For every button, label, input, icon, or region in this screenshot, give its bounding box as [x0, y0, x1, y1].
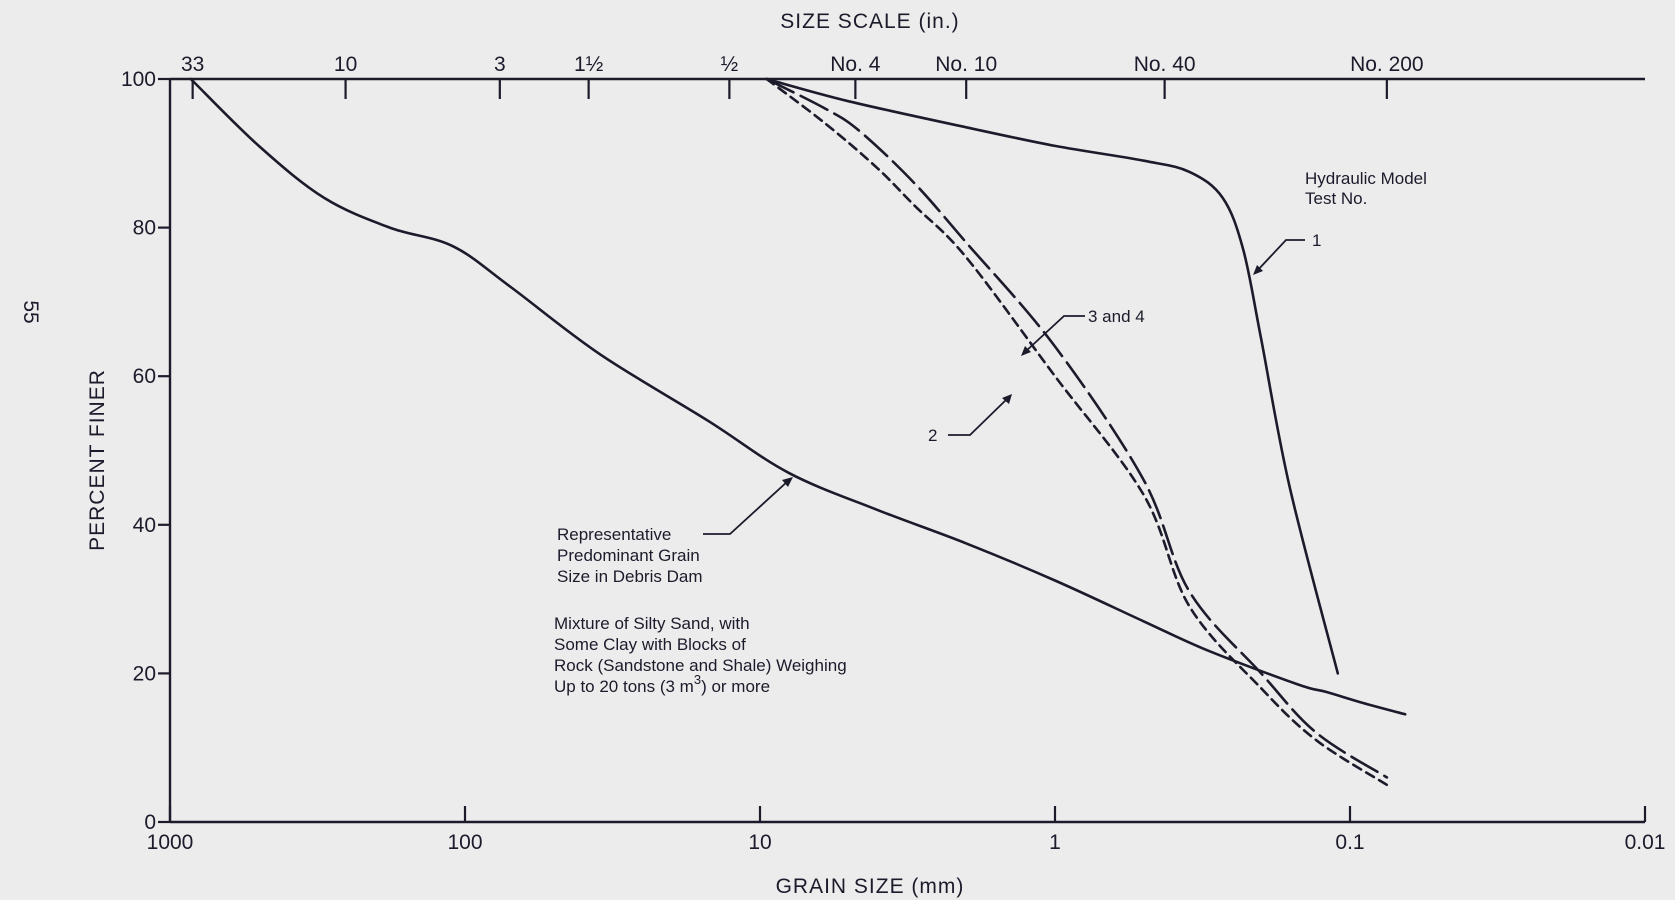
top-tick-label-8: No. 200 — [1350, 53, 1424, 76]
y-axis-title: PERCENT FINER — [86, 369, 109, 551]
y-tick-label-0: 0 — [144, 811, 156, 834]
callout-2-leader — [948, 397, 1009, 436]
mixture-line-3: Rock (Sandstone and Shale) Weighing — [554, 656, 847, 675]
top-tick-label-6: No. 10 — [935, 53, 997, 76]
callout-dam-arrowhead — [782, 477, 793, 487]
dam-label-line-2: Predominant Grain — [557, 546, 700, 565]
x-tick-label-5: 0.01 — [1625, 831, 1666, 854]
top-tick-label-0: 33 — [181, 53, 204, 76]
y-tick-label-5: 100 — [121, 68, 156, 91]
mixture-line-2: Some Clay with Blocks of — [554, 635, 746, 654]
top-tick-label-1: 10 — [334, 53, 357, 76]
series-line-2 — [765, 77, 1389, 779]
x-tick-label-0: 1000 — [147, 831, 194, 854]
x-tick-label-2: 10 — [748, 831, 771, 854]
series-line-0 — [189, 77, 1407, 716]
mixture-line-4-superscript: 3 — [694, 672, 701, 687]
mixture-line-1: Mixture of Silty Sand, with — [554, 614, 750, 633]
top-axis-ticks: 33 10 3 1½ ½ No. 4 No. 10 No. 40 No. 200 — [181, 53, 1424, 99]
callout-1-arrowhead — [1253, 265, 1263, 275]
top-tick-label-7: No. 40 — [1134, 53, 1196, 76]
top-tick-label-4: ½ — [721, 53, 739, 76]
x-tick-label-1: 100 — [447, 831, 482, 854]
page-number: 55 — [19, 300, 42, 323]
x-axis-ticks: 1000 100 10 1 0.1 0.01 — [147, 806, 1666, 854]
callout-dam-leader — [703, 480, 789, 535]
series-line-1 — [765, 77, 1340, 675]
callout-34-label: 3 and 4 — [1088, 307, 1145, 326]
callout-34-arrowhead — [1021, 346, 1031, 356]
callout-2-label: 2 — [928, 426, 937, 445]
legend-title-line-2: Test No. — [1305, 189, 1367, 208]
top-tick-label-3: 1½ — [574, 53, 603, 76]
callout-34-leader — [1024, 315, 1085, 353]
y-tick-label-4: 80 — [133, 217, 156, 240]
y-tick-label-3: 60 — [133, 365, 156, 388]
series-group — [189, 77, 1407, 787]
dam-label-line-1: Representative — [557, 525, 671, 544]
x-axis-title: GRAIN SIZE (mm) — [776, 875, 965, 898]
callout-1-leader — [1255, 239, 1305, 273]
callout-series-3-4: 3 and 4 — [1021, 307, 1145, 356]
callout-2-arrowhead — [1002, 394, 1012, 404]
mixture-description: Mixture of Silty Sand, with Some Clay wi… — [554, 614, 847, 696]
series-line-3 — [765, 77, 1389, 787]
mixture-line-4: Up to 20 tons (3 m3) or more — [554, 672, 770, 696]
y-axis-ticks: 0 20 40 60 80 100 — [121, 68, 170, 834]
legend-title: Hydraulic Model Test No. — [1305, 169, 1427, 208]
dam-label-line-3: Size in Debris Dam — [557, 567, 703, 586]
mixture-line-4-suffix: ) or more — [701, 677, 770, 696]
callout-series-1: 1 — [1253, 231, 1321, 275]
x-tick-label-4: 0.1 — [1335, 831, 1364, 854]
callout-series-2: 2 — [928, 394, 1012, 445]
y-tick-label-2: 40 — [133, 514, 156, 537]
y-tick-label-1: 20 — [133, 662, 156, 685]
top-tick-label-2: 3 — [494, 53, 506, 76]
top-axis-title: SIZE SCALE (in.) — [780, 10, 959, 33]
x-tick-label-3: 1 — [1049, 831, 1061, 854]
top-tick-label-5: No. 4 — [830, 53, 881, 76]
callout-dam: Representative Predominant Grain Size in… — [557, 477, 793, 586]
callout-1-label: 1 — [1312, 231, 1321, 250]
legend-title-line-1: Hydraulic Model — [1305, 169, 1427, 188]
mixture-line-4-prefix: Up to 20 tons (3 m — [554, 677, 694, 696]
